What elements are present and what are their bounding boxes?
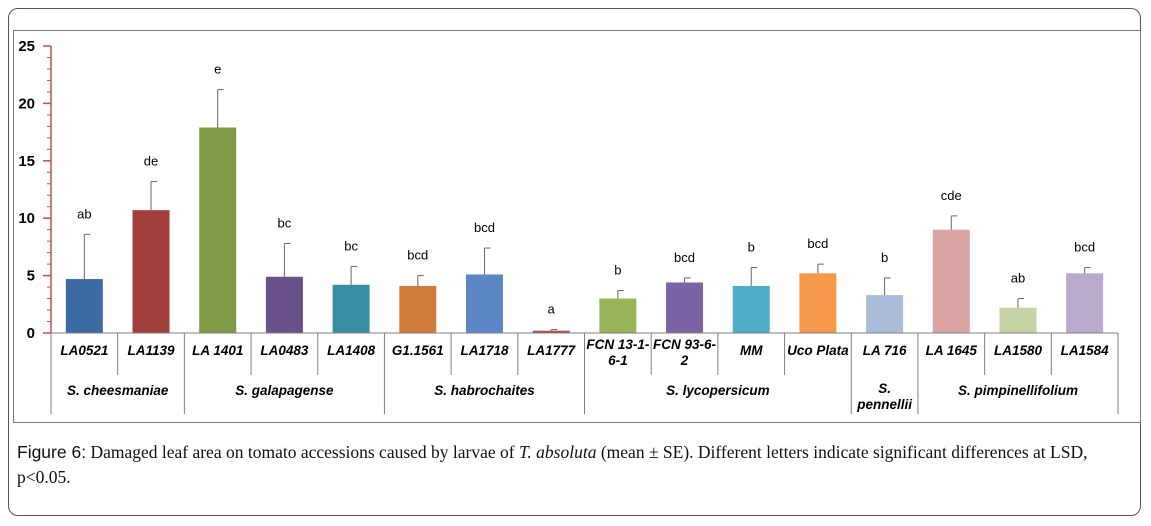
caption-text-2: (mean ± SE). Different letters indicate … [17, 442, 1088, 487]
group-label: S. lycopersicum [666, 383, 770, 398]
y-tick-label: 5 [27, 268, 35, 285]
bar-uco-plata [799, 273, 837, 333]
bar-la1584 [1066, 273, 1104, 333]
y-tick-label: 25 [18, 38, 35, 55]
category-label: MM [740, 343, 763, 358]
bar-la1408 [332, 284, 370, 333]
category-label-line: FCN 13-1- [586, 337, 650, 352]
significance-letter: b [748, 240, 755, 255]
category-label: LA0521 [60, 343, 108, 358]
significance-letter: ab [77, 206, 91, 221]
bar-la-716 [866, 295, 904, 333]
significance-letter: e [214, 62, 221, 77]
bar-la1718 [465, 274, 503, 333]
bar-mm [732, 285, 770, 333]
significance-letter: bcd [1074, 240, 1095, 255]
category-label-line: FCN 93-6- [653, 337, 717, 352]
category-label: LA1580 [994, 343, 1043, 358]
category-label: LA0483 [260, 343, 309, 358]
category-label: FCN 93-6-2 [653, 337, 717, 368]
significance-letter: cde [941, 188, 962, 203]
category-label: LA1139 [128, 343, 176, 358]
category-label: LA1777 [527, 343, 577, 358]
category-label-line: 6-1 [608, 353, 628, 368]
category-label: Uco Plata [787, 343, 849, 358]
significance-letter: b [881, 250, 888, 265]
caption-lead: Figure 6: [17, 442, 87, 462]
bar-fcn-13-1-6-1 [599, 298, 637, 333]
caption-species: T. absoluta [519, 442, 597, 462]
caption-text-1: Damaged leaf area on tomato accessions c… [86, 442, 519, 462]
bar-la1777 [532, 330, 570, 333]
bar-la-1401 [199, 127, 237, 334]
significance-letter: b [614, 263, 621, 278]
bar-fcn-93-6-2 [666, 282, 704, 333]
bar-la1139 [132, 210, 170, 333]
category-label: LA1408 [327, 343, 376, 358]
category-label: LA1718 [460, 343, 509, 358]
category-label: LA 716 [863, 343, 907, 358]
significance-letter: bcd [474, 220, 495, 235]
figure-caption: Figure 6: Damaged leaf area on tomato ac… [17, 440, 1137, 490]
category-label: LA 1401 [192, 343, 243, 358]
group-label: S. habrochaites [434, 383, 535, 398]
bar-la-1645 [932, 229, 970, 333]
y-tick-label: 20 [18, 95, 35, 112]
category-label: G1.1561 [392, 343, 444, 358]
group-label: S. galapagense [235, 383, 334, 398]
y-tick-label: 10 [18, 210, 35, 227]
group-label-line: S. [878, 381, 891, 396]
significance-letter: bcd [807, 236, 828, 251]
category-label: FCN 13-1-6-1 [586, 337, 650, 368]
group-label: S. pimpinellifolium [958, 383, 1078, 398]
y-tick-label: 15 [18, 153, 35, 170]
significance-letter: ab [1011, 271, 1025, 286]
category-label: LA 1645 [926, 343, 978, 358]
significance-letter: bcd [674, 250, 695, 265]
bar-la1580 [999, 307, 1037, 333]
significance-letter: bc [278, 215, 292, 230]
group-label: S. cheesmaniae [67, 383, 169, 398]
bar-la0521 [65, 279, 103, 333]
group-label: S. pennellii [856, 381, 912, 412]
category-label: LA1584 [1061, 343, 1110, 358]
group-label-line: pennellii [856, 397, 912, 412]
significance-letter: bc [344, 238, 358, 253]
significance-letter: bcd [407, 248, 428, 263]
category-label-line: 2 [680, 353, 689, 368]
bar-la0483 [265, 276, 303, 333]
bar-g1-1561 [399, 285, 437, 333]
significance-letter: de [144, 153, 158, 168]
significance-letter: a [548, 302, 556, 317]
y-tick-label: 0 [27, 325, 35, 342]
